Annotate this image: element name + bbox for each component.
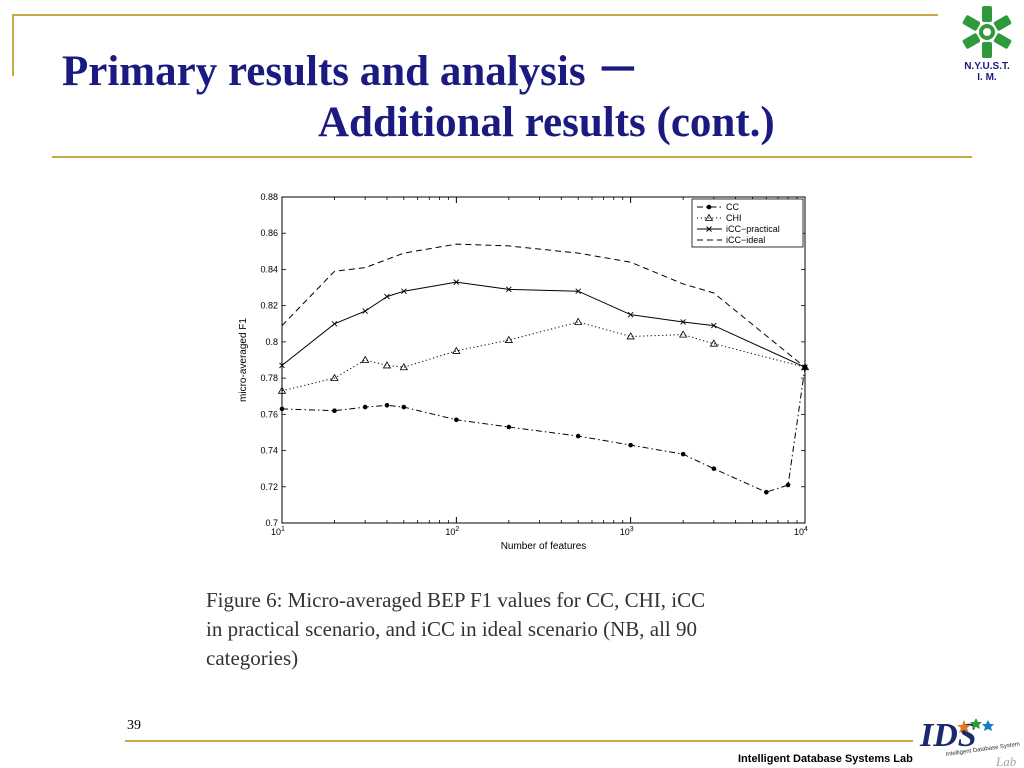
data-point xyxy=(680,319,686,325)
y-tick-label: 0.84 xyxy=(260,264,278,274)
legend-label: iCC−practical xyxy=(726,224,780,234)
page-number: 39 xyxy=(127,718,141,733)
data-point xyxy=(360,355,370,363)
y-tick-label: 0.88 xyxy=(260,192,278,202)
data-point xyxy=(331,320,338,327)
data-point xyxy=(626,332,635,340)
university-logo-icon xyxy=(962,6,1012,58)
data-point xyxy=(505,286,512,293)
footer-lab-name: Intelligent Database Systems Lab xyxy=(738,753,913,765)
y-tick-label: 0.72 xyxy=(260,482,278,492)
data-point xyxy=(575,433,581,439)
series-line-4 xyxy=(281,243,806,368)
data-point xyxy=(399,362,409,371)
y-tick-label: 0.76 xyxy=(260,409,278,419)
series-line-3 xyxy=(281,281,806,368)
data-point xyxy=(704,213,714,221)
x-tick-label: 102 xyxy=(445,526,459,537)
x-axis-label: Number of features xyxy=(501,541,587,552)
data-point xyxy=(401,288,407,294)
y-tick-label: 0.78 xyxy=(260,373,278,383)
data-point xyxy=(384,402,390,408)
data-point xyxy=(785,482,791,488)
university-line1: N.Y.U.S.T. xyxy=(964,61,1010,72)
lab-script-text: Lab xyxy=(995,754,1017,768)
data-point xyxy=(711,466,717,471)
x-tick-label: 103 xyxy=(620,526,634,537)
university-name: N.Y.U.S.T. I. M. xyxy=(944,61,1024,83)
series-line-1 xyxy=(281,367,806,493)
caption-line3: categories) xyxy=(206,646,299,670)
data-point xyxy=(384,293,390,300)
legend-label: iCC−ideal xyxy=(726,235,765,245)
data-point xyxy=(709,339,719,347)
series-line-2 xyxy=(281,321,806,392)
top-frame-rule xyxy=(12,14,938,16)
data-point xyxy=(332,408,337,414)
data-point xyxy=(277,386,287,394)
data-point xyxy=(279,406,285,412)
x-tick-label: 104 xyxy=(794,526,808,537)
data-point xyxy=(453,279,460,285)
data-point xyxy=(706,204,712,210)
caption-line2: in practical scenario, and iCC in ideal … xyxy=(206,617,698,641)
x-tick-label: 101 xyxy=(271,526,285,537)
y-tick-label: 0.82 xyxy=(260,301,278,311)
data-point xyxy=(706,226,712,232)
data-point xyxy=(504,335,514,343)
legend-label: CC xyxy=(726,202,739,212)
data-point xyxy=(279,362,285,369)
plot-area xyxy=(281,196,806,524)
data-point xyxy=(382,361,392,369)
y-tick-label: 0.7 xyxy=(265,518,278,528)
data-point xyxy=(452,346,461,354)
figure-caption: Figure 6: Micro-averaged BEP F1 values f… xyxy=(206,586,886,673)
left-frame-rule xyxy=(12,14,14,76)
data-point xyxy=(680,451,686,457)
data-point xyxy=(711,322,717,329)
y-tick-label: 0.86 xyxy=(260,228,278,238)
data-point xyxy=(764,489,769,495)
data-point xyxy=(627,311,634,318)
footer-rule xyxy=(125,740,913,742)
y-tick-label: 0.74 xyxy=(260,446,278,456)
data-point xyxy=(362,404,368,410)
data-point xyxy=(454,417,459,423)
slide-title-line2: Additional results (cont.) xyxy=(318,99,775,146)
data-point xyxy=(575,288,582,294)
data-point xyxy=(401,404,407,410)
data-point xyxy=(573,317,583,325)
y-axis-label: micro-averaged F1 xyxy=(238,318,249,402)
title-underline xyxy=(52,156,972,158)
ids-logo-text: IDS xyxy=(919,717,977,754)
slide-title-line1: Primary results and analysis － xyxy=(62,48,640,95)
legend-label: CHI xyxy=(726,213,742,223)
y-tick-label: 0.8 xyxy=(265,337,278,347)
data-point xyxy=(628,442,633,448)
ids-lab-logo-icon: IDS Lab Intelligent Database Systems xyxy=(919,717,1020,768)
university-line2: I. M. xyxy=(977,72,997,83)
data-point xyxy=(506,424,512,430)
f1-line-chart: 0.7 0.72 0.74 0.76 0.78 0.8 0.82 0.84 0.86 0.88 10… xyxy=(238,192,810,552)
data-point xyxy=(362,308,368,314)
data-point xyxy=(330,373,339,382)
caption-line1: Figure 6: Micro-averaged BEP F1 values f… xyxy=(206,588,706,612)
star-icon xyxy=(957,718,994,733)
data-point xyxy=(678,330,688,338)
